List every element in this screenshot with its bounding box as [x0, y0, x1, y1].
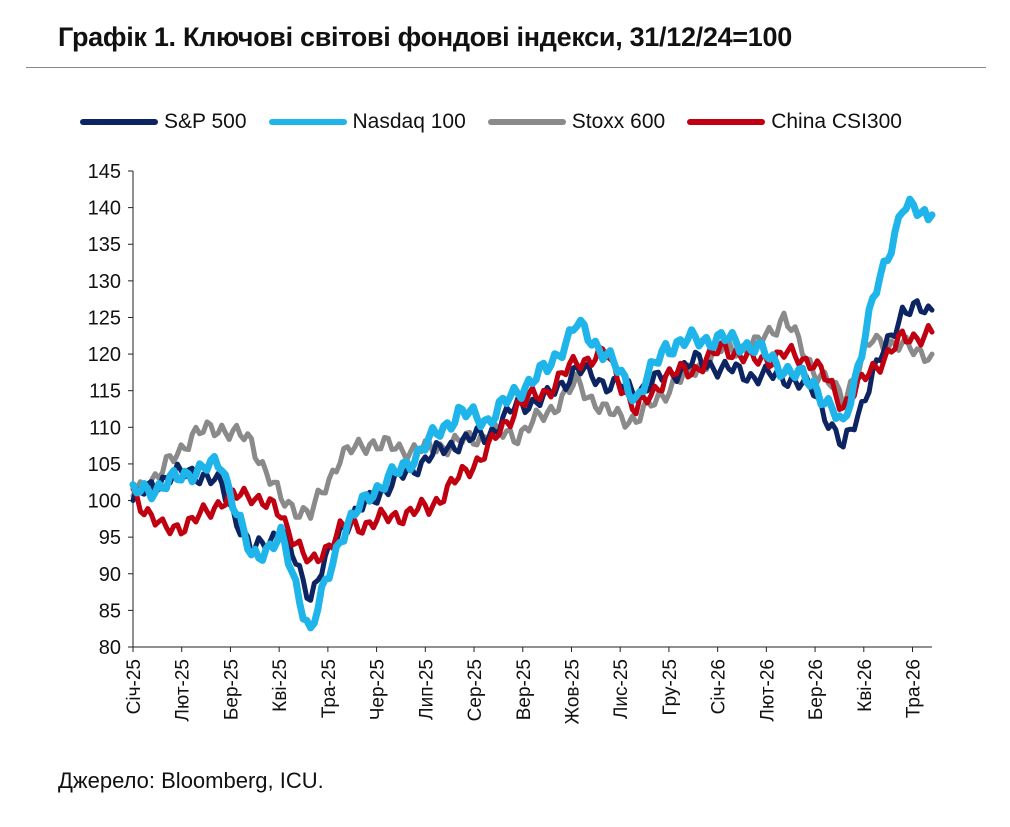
legend-label-stoxx600: Stoxx 600	[571, 110, 666, 133]
x-tick-label: Бер-25	[221, 659, 242, 720]
legend-label-sp500: S&P 500	[164, 110, 247, 133]
x-tick-label: Тра-26	[904, 659, 925, 718]
series-line-stoxx-600	[130, 310, 935, 521]
source-note: Джерело: Bloomberg, ICU.	[58, 768, 324, 793]
x-tick-label: Січ-25	[124, 659, 145, 714]
y-tick-label: 120	[88, 344, 121, 366]
x-tick-label: Тра-25	[319, 659, 340, 718]
y-tick-label: 100	[88, 491, 121, 513]
series-line-china-csi300	[130, 323, 935, 565]
legend-item-stoxx600: Stoxx 600	[487, 110, 666, 134]
y-tick-label: 135	[88, 234, 121, 256]
x-tick-label: Лис-25	[611, 659, 632, 719]
legend-item-nasdaq100: Nasdaq 100	[268, 110, 466, 134]
x-tick-label: Лют-26	[757, 659, 778, 721]
y-tick-label: 95	[99, 527, 121, 549]
x-tick-label: Бер-26	[806, 659, 827, 720]
chart-title: Графік 1. Ключові світові фондові індекс…	[58, 22, 792, 52]
y-tick-label: 145	[88, 161, 121, 183]
x-tick-label: Чер-25	[368, 659, 389, 720]
series-line-nasdaq-100	[129, 195, 936, 632]
y-tick-label: 125	[88, 307, 121, 329]
y-tick-label: 80	[99, 637, 121, 659]
y-tick-label: 85	[99, 600, 121, 622]
y-tick-label: 115	[89, 381, 121, 403]
legend-swatch-stoxx600	[487, 119, 566, 125]
x-tick-label: Лип-25	[416, 659, 437, 720]
y-tick-label: 105	[88, 454, 121, 476]
x-tick-label: Сер-25	[465, 659, 486, 721]
x-tick-label: Кві-25	[270, 659, 291, 712]
x-tick-label: Жов-25	[562, 659, 583, 724]
title-divider	[26, 67, 986, 68]
x-tick-label: Гру-25	[660, 659, 681, 716]
chart-legend: S&P 500 Nasdaq 100 Stoxx 600 China CSI30…	[80, 110, 924, 134]
y-tick-label: 90	[99, 564, 121, 586]
x-tick-label: Січ-26	[709, 659, 730, 714]
legend-swatch-csi300	[687, 119, 766, 125]
legend-swatch-sp500	[80, 119, 158, 125]
legend-label-nasdaq100: Nasdaq 100	[352, 110, 466, 133]
x-tick-label: Лют-25	[173, 659, 194, 721]
legend-swatch-nasdaq100	[268, 119, 347, 125]
y-tick-label: 140	[88, 198, 121, 220]
x-tick-label: Кві-26	[855, 659, 876, 712]
y-tick-label: 110	[89, 417, 121, 439]
y-tick-label: 130	[88, 271, 121, 293]
legend-item-csi300: China CSI300	[687, 110, 902, 134]
x-tick-label: Вер-25	[514, 659, 535, 720]
legend-item-sp500: S&P 500	[80, 110, 247, 134]
legend-label-csi300: China CSI300	[771, 110, 902, 133]
